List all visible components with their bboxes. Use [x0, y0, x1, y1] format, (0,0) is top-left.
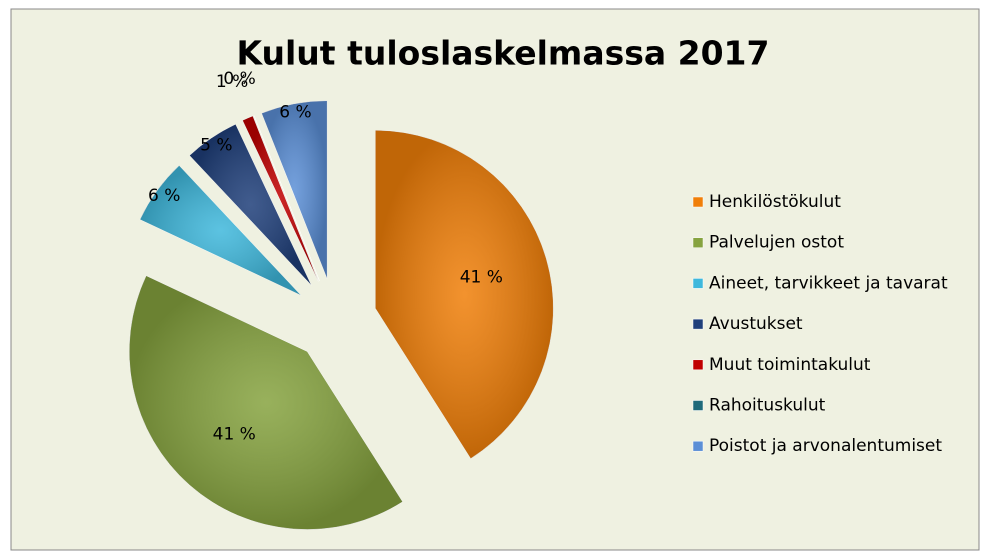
legend-swatch — [692, 278, 704, 289]
legend-label: Aineet, tarvikkeet ja tavarat — [709, 273, 948, 293]
legend-label: Poistot ja arvonalentumiset — [709, 436, 942, 456]
legend-swatch — [692, 196, 704, 208]
legend-swatch — [692, 440, 704, 452]
legend-swatch — [692, 400, 704, 411]
data-label: 41 % — [460, 267, 503, 287]
data-label: 41 % — [213, 424, 256, 444]
legend-label: Henkilöstökulut — [709, 192, 841, 212]
data-label: 6 % — [279, 103, 311, 123]
data-label: 0 % — [223, 69, 255, 89]
legend-swatch — [692, 318, 704, 330]
legend-label: Muut toimintakulut — [709, 355, 871, 375]
legend-label: Avustukset — [709, 314, 803, 334]
legend-label: Rahoituskulut — [709, 396, 826, 416]
legend-label: Palvelujen ostot — [709, 233, 844, 253]
chart-title: Kulut tuloslaskelmassa 2017 — [237, 34, 770, 73]
legend-swatch — [692, 237, 704, 248]
data-label: 6 % — [148, 186, 180, 206]
legend-swatch — [692, 359, 704, 371]
data-label: 1 % — [216, 72, 248, 92]
data-label: 5 % — [200, 135, 232, 155]
